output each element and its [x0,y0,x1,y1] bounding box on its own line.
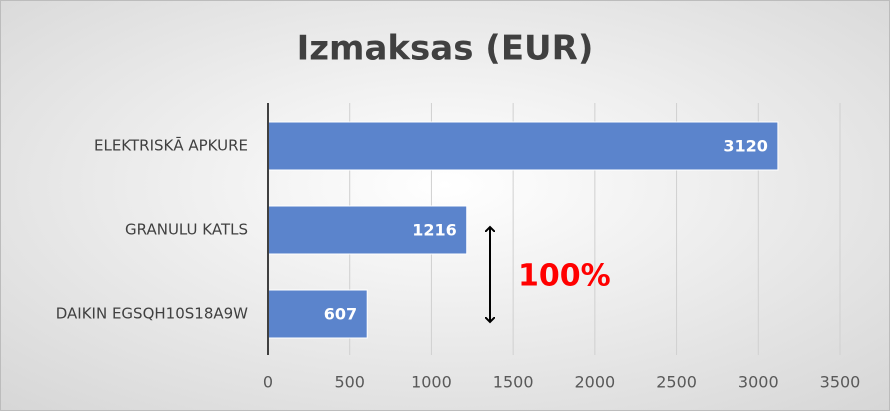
chart-title: Izmaksas (EUR) [297,29,594,69]
x-tick-label: 2500 [656,373,697,392]
x-tick-label: 3000 [738,373,779,392]
x-tick-label: 1000 [411,373,452,392]
x-tick-label: 2000 [574,373,615,392]
data-label: 1216 [412,221,457,240]
x-tick-label: 1500 [493,373,534,392]
data-label: 3120 [723,137,768,156]
data-label: 607 [324,305,357,324]
x-tick-label: 500 [334,373,365,392]
x-tick-label: 3500 [820,373,861,392]
bar [267,289,368,339]
annotation: 100% [518,259,611,294]
y-tick-label: DAIKIN EGSQH10S18A9W [56,305,248,323]
x-tick-label: 0 [263,373,273,392]
bar [267,121,779,171]
bar [267,205,468,255]
y-tick-label: GRANULU KATLS [125,221,248,239]
y-tick-label: ELEKTRISKĀ APKURE [94,137,248,155]
